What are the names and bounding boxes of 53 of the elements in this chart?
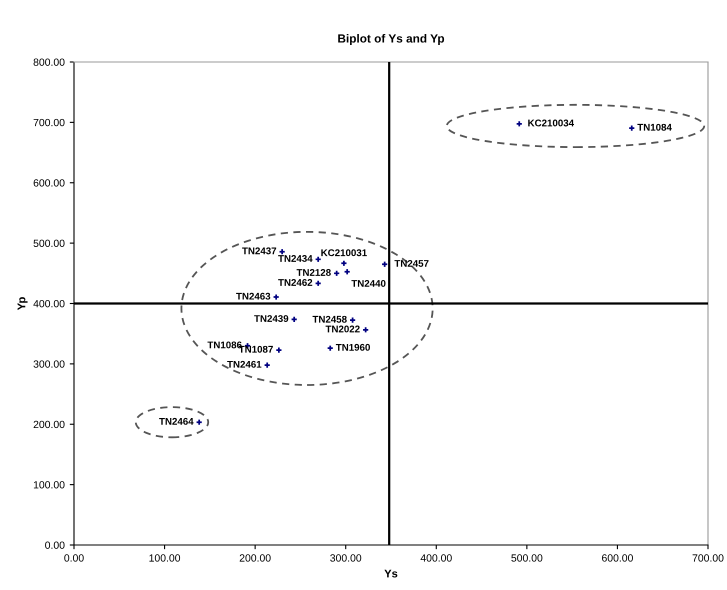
point [264,362,270,368]
annotation: TN2439 [254,315,288,322]
x-tick-label: 600.00 [602,554,633,562]
annotation: TN2457 [394,260,429,267]
point [274,294,279,300]
point [344,269,350,274]
point [328,346,333,351]
point [334,270,340,276]
annotation: TN2437 [242,247,276,254]
annotation: TN2458 [312,316,347,323]
y-axis-title: Yp [18,297,28,310]
x-tick-label: 500.00 [511,554,542,562]
x-axis-title: Ys [384,570,398,578]
y-tick-label: 200.00 [34,420,65,428]
point [382,262,388,267]
annotation: TN2128 [296,269,331,276]
annotation: TN2461 [227,360,262,368]
x-tick-label: 400.00 [420,554,452,562]
point [316,280,321,286]
annotation: TN2464 [159,418,194,425]
y-tick-label: 700.00 [34,118,65,126]
point [276,348,282,353]
y-tick-label: 300.00 [34,360,65,368]
y-tick-label: 400.00 [33,300,65,308]
chart-title: Biplot of Ys and Yp [338,34,444,46]
annotation: TN2463 [236,292,270,300]
y-tick-label: 100.00 [34,481,65,488]
annotation: TN2440 [351,280,386,287]
point [363,327,368,332]
annotation: KC210031 [321,249,367,256]
point [316,256,321,262]
x-tick-label: 100.00 [149,554,180,562]
x-tick-label: 700.00 [692,554,724,562]
annotation: KC210034 [528,120,574,126]
x-tick-label: 200.00 [240,554,271,562]
point [629,126,634,131]
point [341,260,346,266]
x-tick-label: 300.00 [330,554,362,562]
point [292,316,297,322]
x-tick-label: 0.00 [64,554,84,562]
point [196,420,202,425]
y-tick-label: 800.00 [34,58,65,66]
annotation: TN1084 [637,124,672,131]
y-tick-label: 0.00 [45,542,65,549]
point [350,318,356,323]
annotation: TN2022 [326,326,360,332]
annotation: TN2462 [278,279,312,286]
annotation: TN1960 [336,344,370,351]
point [516,121,522,126]
y-tick-label: 500.00 [34,240,65,247]
point [280,249,285,254]
annotation: TN2434 [278,255,313,262]
y-tick-label: 600.00 [34,179,65,187]
